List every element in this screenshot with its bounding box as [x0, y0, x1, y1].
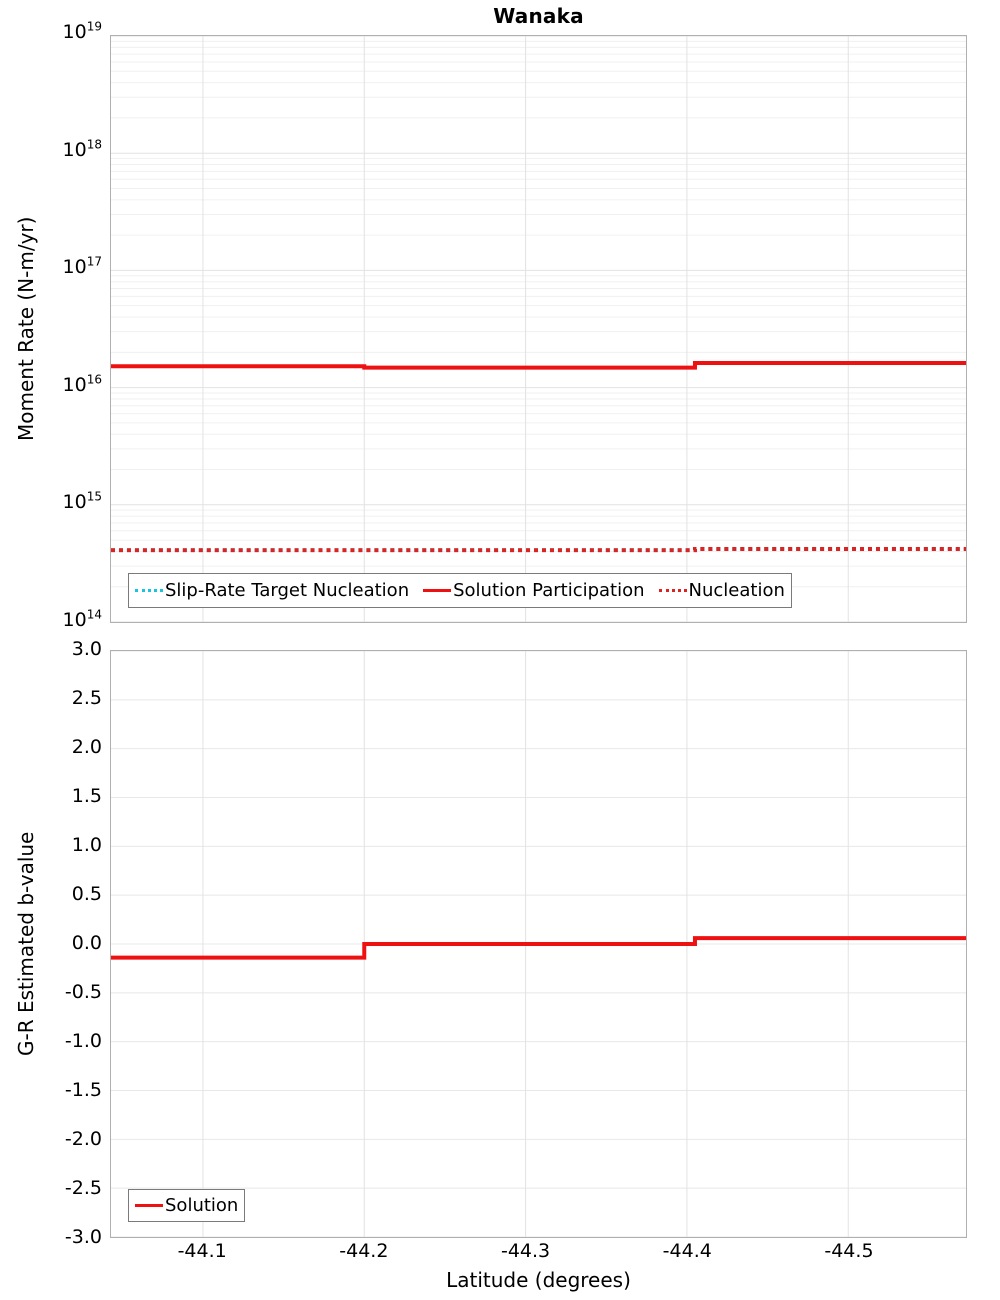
- y-tick-label: 1.5: [71, 785, 102, 807]
- y-tick-label: 1.0: [71, 834, 102, 856]
- y-tick-label: 1018: [62, 137, 102, 161]
- x-tick-label: -44.1: [177, 1240, 227, 1262]
- y-tick-label: 1014: [62, 607, 102, 631]
- legend-moment-rate[interactable]: Slip-Rate Target Nucleation Solution Part…: [128, 573, 792, 608]
- plot-panel-b-value: [110, 650, 967, 1238]
- y-tick-label: 1017: [62, 254, 102, 279]
- x-axis-label: Latitude (degrees): [446, 1268, 631, 1292]
- y-tick-label: 3.0: [71, 638, 102, 660]
- y-axis-label-b-value: G-R Estimated b-value: [14, 831, 38, 1056]
- legend-entry[interactable]: Solution Participation: [423, 580, 645, 601]
- y-tick-label: 0.0: [71, 932, 102, 954]
- y-tick-label: -3.0: [64, 1226, 102, 1248]
- y-tick-label: 1016: [62, 372, 102, 396]
- legend-entry[interactable]: Solution: [135, 1195, 238, 1216]
- y-tick-label: 2.0: [71, 736, 102, 758]
- legend-line-swatch-icon: [658, 589, 687, 592]
- legend-label: Nucleation: [688, 580, 785, 601]
- legend-label: Solution Participation: [453, 580, 645, 601]
- legend-line-swatch-icon: [423, 589, 452, 592]
- legend-label: Slip-Rate Target Nucleation: [165, 580, 410, 601]
- y-tick-label: -2.0: [64, 1128, 102, 1150]
- x-tick-label: -44.4: [662, 1240, 712, 1262]
- figure-title: Wanaka: [493, 4, 584, 28]
- legend-label: Solution: [165, 1195, 239, 1216]
- plot-panel-moment-rate: [110, 35, 967, 623]
- legend-b-value[interactable]: Solution: [128, 1189, 246, 1222]
- x-tick-label: -44.3: [500, 1240, 551, 1262]
- y-tick-label: 2.5: [71, 687, 102, 709]
- y-tick-label: -1.0: [64, 1030, 102, 1052]
- legend-line-swatch-icon: [135, 1204, 163, 1207]
- y-tick-label: 0.5: [71, 883, 102, 905]
- y-axis-label-moment-rate: Moment Rate (N-m/yr): [14, 216, 38, 441]
- gridlines-moment-rate: [111, 36, 966, 622]
- y-tick-label: -0.5: [64, 981, 102, 1003]
- legend-entry[interactable]: Nucleation: [658, 580, 785, 601]
- data-series-b-value: [111, 936, 966, 960]
- x-tick-label: -44.2: [339, 1240, 389, 1262]
- y-tick-label: -2.5: [64, 1177, 102, 1199]
- legend-entry[interactable]: Slip-Rate Target Nucleation: [135, 580, 409, 601]
- gridlines-b-value: [111, 651, 966, 1237]
- data-series-moment-rate: [111, 361, 966, 553]
- legend-line-swatch-icon: [135, 589, 163, 592]
- y-tick-label: -1.5: [64, 1079, 102, 1101]
- y-tick-label: 1015: [62, 490, 102, 514]
- y-tick-label: 1019: [62, 19, 102, 43]
- x-tick-label: -44.5: [824, 1240, 874, 1262]
